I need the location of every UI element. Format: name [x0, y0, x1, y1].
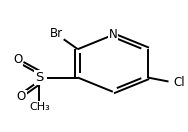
Text: Br: Br	[50, 27, 63, 41]
Text: O: O	[17, 90, 26, 103]
Text: S: S	[35, 71, 43, 84]
Text: CH₃: CH₃	[29, 102, 50, 112]
Text: O: O	[13, 53, 22, 66]
Text: N: N	[108, 29, 117, 41]
Text: Cl: Cl	[173, 76, 185, 89]
